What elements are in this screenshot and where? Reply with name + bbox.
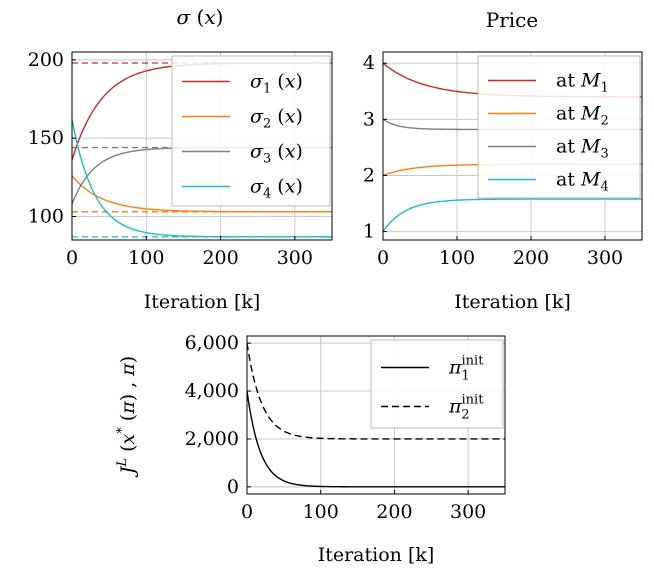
- x-axis-label: Iteration [k]: [454, 291, 571, 313]
- x-tick-label: 100: [439, 247, 475, 269]
- x-axis-label: Iteration [k]: [144, 291, 261, 313]
- legend-label-2: at M2: [556, 103, 609, 129]
- x-tick-label: 200: [376, 501, 412, 523]
- x-tick-label: 300: [450, 501, 486, 523]
- legend-label-3: σ3 (x): [250, 141, 303, 167]
- x-tick-label: 0: [241, 501, 253, 523]
- legend-label-1: at M1: [556, 70, 609, 96]
- axes-frame: [71, 51, 333, 241]
- x-tick-label: 300: [277, 247, 313, 269]
- legend-label-1: πinit 1: [448, 354, 484, 384]
- axes-frame: [382, 51, 643, 241]
- x-tick-label: 0: [377, 247, 389, 269]
- series-line-2: [247, 343, 505, 440]
- series-line-2: [72, 175, 332, 213]
- y-tick-label: 150: [28, 127, 64, 149]
- legend-label-2: πinit 2: [448, 393, 484, 423]
- legend-label-1: σ1 (x): [250, 71, 303, 97]
- x-tick-label: 200: [202, 247, 238, 269]
- x-tick-label: 300: [587, 247, 623, 269]
- x-tick-label: 0: [66, 247, 78, 269]
- chart-title: σ (x): [177, 5, 224, 29]
- y-tick-label: 0: [227, 476, 239, 498]
- x-tick-label: 200: [513, 247, 549, 269]
- legend-label-4: σ4 (x): [250, 176, 303, 202]
- y-tick-label: 6,000: [185, 332, 239, 354]
- series-line-1: [247, 390, 505, 488]
- y-tick-label: 200: [28, 49, 64, 71]
- y-tick-label: 100: [28, 206, 64, 228]
- y-tick-label: 1: [363, 221, 375, 243]
- legend-box: [477, 55, 641, 199]
- plot-area: [247, 343, 505, 488]
- axes-frame: [246, 335, 506, 495]
- y-tick-label: 4: [363, 52, 375, 74]
- legend-label-3: at M3: [556, 136, 609, 162]
- chart-title: Price: [486, 8, 538, 32]
- series-line-4: [72, 119, 332, 238]
- y-tick-label: 2,000: [185, 428, 239, 450]
- legend: σ1 (x) σ2 (x) σ3 (x) σ4 (x): [171, 55, 331, 207]
- legend: πinit 1 πinit 2: [370, 339, 504, 429]
- legend-box: [171, 55, 331, 207]
- legend-box: [370, 339, 504, 429]
- y-axis-label: JL (x* (π) , π): [115, 356, 139, 478]
- series-line-4: [383, 198, 642, 232]
- legend-label-4: at M4: [556, 169, 609, 195]
- y-tick-label: 4,000: [185, 380, 239, 402]
- y-tick-label: 2: [363, 164, 375, 186]
- legend: at M1 at M2 at M3 at M4: [477, 55, 641, 199]
- y-tick-label: 3: [363, 108, 375, 130]
- legend-label-2: σ2 (x): [250, 106, 303, 132]
- x-tick-label: 100: [303, 501, 339, 523]
- x-tick-label: 100: [128, 247, 164, 269]
- x-axis-label: Iteration [k]: [318, 544, 435, 566]
- chart-panel-3: 0 100 200 300 0 2,000 4,000 6,000 Iteration [k] J…: [115, 332, 506, 566]
